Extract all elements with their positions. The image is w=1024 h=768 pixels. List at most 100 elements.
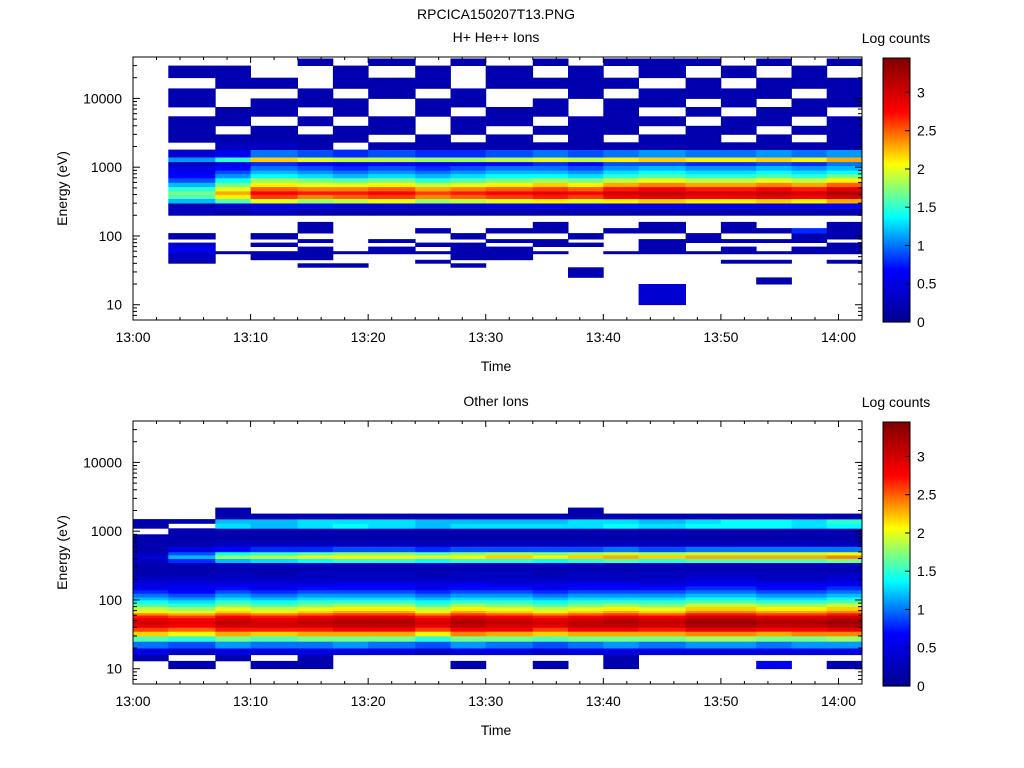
heatmap-cell <box>756 251 792 255</box>
heatmap-cell <box>485 612 534 616</box>
colorbar-tick-label: 0 <box>917 314 925 330</box>
heatmap-cell <box>368 239 416 243</box>
heatmap-cell <box>685 177 722 183</box>
colorbar-segment <box>883 512 910 515</box>
colorbar-segment <box>883 91 910 94</box>
heatmap-cell <box>603 194 639 199</box>
heatmap-cell <box>297 631 334 637</box>
heatmap-cell <box>450 660 487 670</box>
heatmap-cell <box>450 635 487 642</box>
heatmap-cell <box>297 228 334 234</box>
colorbar-segment <box>883 499 910 502</box>
heatmap-cell <box>485 239 534 243</box>
heatmap-cell <box>791 617 828 621</box>
heatmap-cell <box>532 513 569 520</box>
colorbar-segment <box>883 179 910 182</box>
heatmap-cell <box>168 631 216 637</box>
heatmap-cell <box>756 519 792 524</box>
heatmap-cell <box>368 165 416 171</box>
y-tick-label: 1000 <box>91 523 122 539</box>
heatmap-cell <box>168 157 216 163</box>
colorbar-segment <box>883 84 910 88</box>
heatmap-cell <box>168 116 216 127</box>
heatmap-cell <box>415 582 451 587</box>
colorbar-segment <box>883 580 910 584</box>
heatmap-cell <box>638 519 686 524</box>
heatmap-cell <box>297 98 334 108</box>
heatmap-cell <box>638 558 686 563</box>
heatmap-cell <box>826 242 863 247</box>
heatmap-cell <box>250 648 298 656</box>
heatmap-cell <box>485 528 534 535</box>
x-tick-label: 13:40 <box>586 329 621 345</box>
heatmap-cell <box>532 107 569 117</box>
heatmap-cell <box>638 571 686 576</box>
heatmap-cell <box>720 615 757 619</box>
colorbar-segment <box>883 540 910 544</box>
heatmap-cell <box>685 208 722 216</box>
heatmap-cell <box>133 567 169 572</box>
heatmap-cell <box>756 198 792 204</box>
heatmap-cell <box>133 579 169 583</box>
heatmap-cell <box>332 585 369 591</box>
heatmap-cell <box>638 635 686 642</box>
heatmap-cell <box>485 603 534 607</box>
heatmap-cell <box>332 107 369 117</box>
heatmap-cell <box>332 157 369 163</box>
colorbar-segment <box>883 490 910 493</box>
heatmap-cell <box>685 77 722 89</box>
heatmap-cell <box>826 600 863 604</box>
heatmap-cell <box>250 203 298 209</box>
colorbar-segment <box>883 181 910 184</box>
heatmap-cell <box>756 567 792 572</box>
heatmap-cell <box>215 562 251 568</box>
heatmap-cell <box>368 606 416 611</box>
heatmap-cell <box>756 606 792 611</box>
heatmap-cell <box>450 253 487 261</box>
heatmap-cell <box>720 98 757 108</box>
heatmap-cell <box>685 191 722 195</box>
heatmap-cell <box>532 558 569 563</box>
panel-title: Other Ions <box>463 393 528 409</box>
heatmap-cell <box>133 585 169 591</box>
colorbar-segment <box>883 209 910 213</box>
colorbar-segment <box>883 159 910 162</box>
colorbar-segment <box>883 683 910 687</box>
heatmap-cell <box>756 627 792 632</box>
heatmap-cell <box>603 191 639 195</box>
colorbar-segment <box>883 163 910 167</box>
heatmap-cell <box>568 597 604 601</box>
y-axis: 10 100 1000 10000 <box>83 420 862 685</box>
colorbar-segment <box>883 455 910 458</box>
heatmap-cell <box>720 551 757 556</box>
heatmap-cell <box>638 641 686 649</box>
heatmap-cell <box>368 582 416 587</box>
heatmap-cell <box>250 562 298 568</box>
heatmap-cell <box>685 173 722 179</box>
heatmap-cell <box>450 579 487 583</box>
heatmap-cell <box>791 620 828 625</box>
heatmap-cell <box>826 641 863 649</box>
colorbar-segment <box>883 527 910 531</box>
heatmap-cell <box>685 631 722 637</box>
heatmap-cell <box>485 546 534 553</box>
colorbar-segment <box>883 439 910 443</box>
colorbar-segment <box>883 93 910 96</box>
heatmap-cell <box>368 251 416 255</box>
heatmap-cell <box>332 631 369 637</box>
heatmap-cell <box>826 582 863 587</box>
heatmap-cell <box>791 233 828 240</box>
heatmap-cell <box>685 627 722 632</box>
heatmap-cell <box>826 246 863 252</box>
colorbar-segment <box>883 510 910 513</box>
heatmap-cell <box>133 612 169 616</box>
colorbar-segment <box>883 205 910 209</box>
colorbar-segment <box>883 108 910 112</box>
heatmap-cell <box>720 149 757 158</box>
heatmap-cell <box>133 571 169 576</box>
heatmap-cell <box>568 149 604 158</box>
heatmap-cell <box>532 648 569 656</box>
heatmap-cell <box>720 627 757 632</box>
heatmap-cell <box>568 541 604 547</box>
heatmap-cell <box>685 567 722 572</box>
